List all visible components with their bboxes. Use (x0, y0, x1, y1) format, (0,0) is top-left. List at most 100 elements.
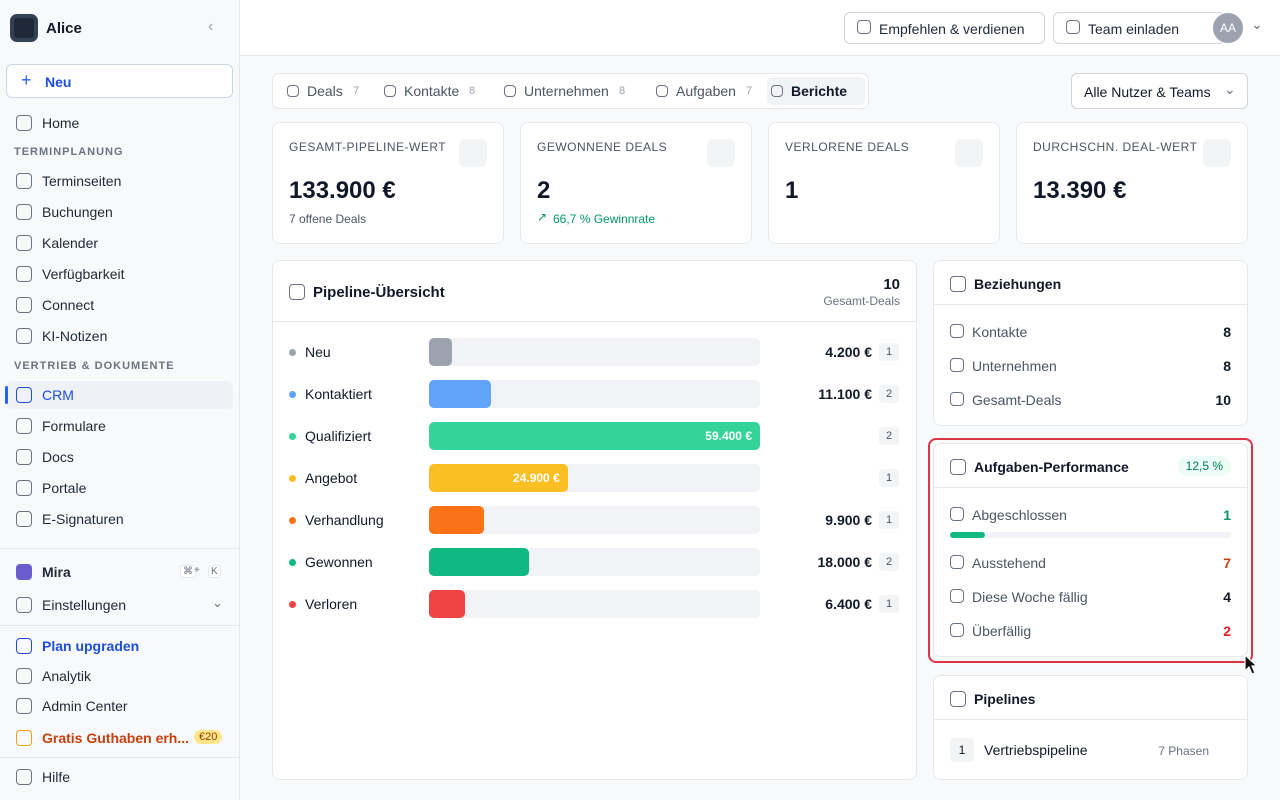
icon (16, 668, 32, 684)
tab-count: 8 (469, 85, 476, 97)
bar: 24.900 € (429, 464, 568, 492)
filter-label: Alle Nutzer & Teams (1084, 84, 1211, 100)
row-label: Überfällig (972, 623, 1032, 639)
divider (934, 719, 1247, 720)
nav-item[interactable]: KI-Notizen (6, 322, 233, 350)
bar (429, 506, 485, 534)
icon (16, 638, 32, 654)
nav-label: Verfügbarkeit (42, 266, 125, 282)
nav-item[interactable]: Gratis Guthaben erh... €20 (6, 724, 233, 752)
row-label: Unternehmen (972, 358, 1057, 374)
stage-dot (289, 559, 296, 566)
divider (0, 548, 239, 549)
nav-label: Einstellungen (42, 597, 127, 613)
plus: + (21, 70, 32, 90)
chevron: ⌄ (212, 595, 223, 610)
logo (10, 14, 38, 42)
nav-item[interactable]: Mira ⌘ + K (6, 558, 233, 586)
bar-label: 24.900 € (513, 471, 560, 485)
stat-card: GESAMT-PIPELINE-WERT 133.900 € 7 offene De… (272, 122, 504, 244)
stage-name: Qualifiziert (305, 428, 372, 444)
button-label: Empfehlen & verdienen (879, 21, 1025, 37)
icon (950, 276, 966, 292)
stage-dot (289, 475, 296, 482)
nav-item[interactable]: Plan upgraden (6, 632, 233, 660)
tab[interactable]: Deals 7 (283, 77, 371, 105)
stage-value: 9.900 € (825, 512, 872, 528)
tab[interactable]: Berichte (767, 77, 865, 105)
row-value: 4 (1223, 589, 1231, 605)
workspace: Alice (46, 20, 82, 37)
stage-count: 1 (879, 343, 899, 361)
stage-dot (289, 391, 296, 398)
bar: 59.400 € (429, 422, 760, 450)
stat-icon (707, 139, 735, 167)
nav-label: Formulare (42, 418, 106, 434)
nav-item[interactable]: Einstellungen ⌄ (6, 591, 233, 619)
nav-item[interactable]: Kalender (6, 229, 233, 257)
tab[interactable]: Aufgaben 7 (652, 77, 752, 105)
pipeline-card: Pipeline-Übersicht 10 Gesamt-Deals Neu 4.200… (272, 260, 917, 780)
nav-item[interactable]: Connect (6, 291, 233, 319)
total-label: Gesamt-Deals (823, 294, 900, 308)
stage-dot (289, 349, 296, 356)
new-button[interactable]: + Neu (6, 64, 233, 98)
stage-count: 1 (879, 469, 899, 487)
nav-item[interactable]: E-Signaturen (6, 505, 233, 533)
bar-label: 59.400 € (705, 429, 752, 443)
pipeline-name[interactable]: Vertriebspipeline (984, 742, 1088, 758)
top-bar: Empfehlen & verdienen Team einladen AA ⌄ (240, 0, 1280, 56)
stat-sub: 7 offene Deals (289, 212, 367, 226)
active-bar (5, 386, 8, 404)
tabs: Deals 7 Kontakte 8 Unternehmen 8 Aufgaben 7 Beri… (272, 73, 869, 109)
bar (429, 590, 465, 618)
tab-count: 7 (746, 85, 753, 97)
icon (16, 297, 32, 313)
stage-value: 11.100 € (818, 386, 872, 402)
icon (656, 85, 668, 97)
stage-name: Kontaktiert (305, 386, 372, 402)
filter[interactable]: Alle Nutzer & Teams ⌄ (1071, 73, 1248, 109)
nav-item[interactable]: Docs (6, 443, 233, 471)
row-label: Abgeschlossen (972, 507, 1067, 523)
relations-card: Beziehungen Kontakte 8 Unternehmen 8 Gesamt-D… (933, 260, 1248, 426)
button[interactable]: Team einladen (1053, 12, 1225, 44)
icon (16, 597, 32, 613)
nav-item[interactable]: Portale (6, 474, 233, 502)
nav-item[interactable]: Home (6, 109, 233, 137)
main: Deals 7 Kontakte 8 Unternehmen 8 Aufgaben 7 Beri… (240, 56, 1280, 800)
icon (950, 589, 964, 603)
stat-label: VERLORENE DEALS (785, 140, 910, 154)
nav-item[interactable]: CRM (5, 381, 233, 409)
nav-label: Admin Center (42, 698, 128, 714)
nav-item[interactable]: Formulare (6, 412, 233, 440)
nav-item[interactable]: Terminseiten (6, 167, 233, 195)
nav-item[interactable]: Hilfe (6, 763, 233, 791)
icon (950, 623, 964, 637)
nav-item[interactable]: Admin Center (6, 692, 233, 720)
icon (950, 691, 966, 707)
tab[interactable]: Unternehmen 8 (500, 77, 630, 105)
icon (287, 85, 299, 97)
nav-item[interactable]: Analytik (6, 662, 233, 690)
icon (950, 392, 964, 406)
tab-label: Deals (307, 83, 343, 99)
collapse[interactable]: ‹ (208, 18, 214, 35)
tab-count: 8 (619, 85, 626, 97)
divider (934, 487, 1247, 488)
pipeline-index: 1 (950, 738, 974, 762)
stat-value: 133.900 € (289, 177, 396, 204)
nav-label: Gratis Guthaben erh... (42, 730, 190, 746)
nav-item[interactable]: Verfügbarkeit (6, 260, 233, 288)
button[interactable]: Empfehlen & verdienen (844, 12, 1045, 44)
tab[interactable]: Kontakte 8 (380, 77, 488, 105)
icon (16, 769, 32, 785)
divider (0, 757, 239, 758)
bar (429, 338, 453, 366)
stage-value: 18.000 € (817, 554, 873, 570)
avatar[interactable]: AA (1213, 13, 1243, 43)
bar-track (429, 506, 760, 534)
label: Neu (45, 74, 72, 90)
nav-item[interactable]: Buchungen (6, 198, 233, 226)
section-title: VERTRIEB & DOKUMENTE (14, 360, 175, 372)
